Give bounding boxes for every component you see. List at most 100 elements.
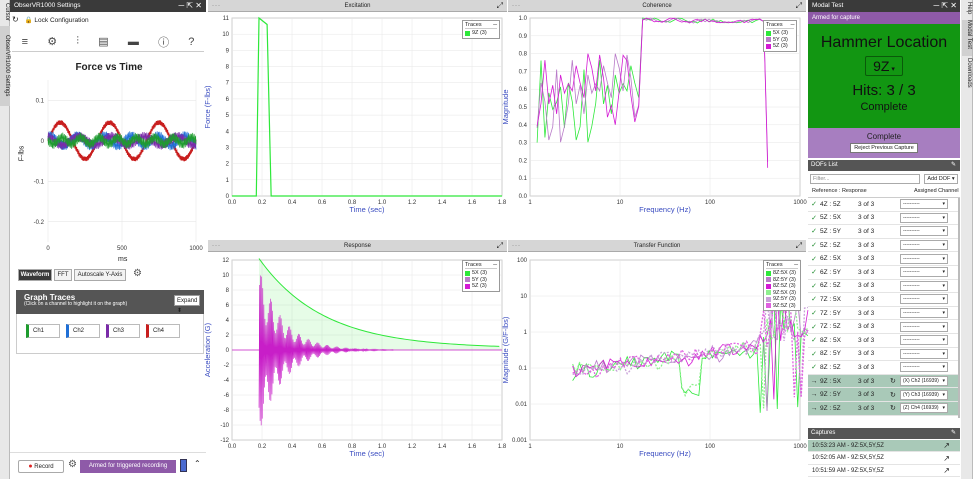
panel-menu-icon[interactable]: ··· [212, 3, 221, 9]
assigned-channel-select[interactable]: (X) Ch2 (16939) [900, 376, 948, 387]
legend-item[interactable]: 5Z (3) [465, 283, 497, 290]
legend-item[interactable]: 5Z (3) [766, 43, 794, 50]
right-tab-modal-test[interactable]: Modal Test [962, 20, 972, 56]
channel-button-ch1[interactable]: Ch1 [26, 324, 60, 338]
settings-window-controls[interactable]: ─ ⇱ ✕ [178, 1, 202, 10]
reject-capture-button[interactable]: Reject Previous Capture [850, 143, 918, 153]
assigned-channel-select[interactable]: ---------- [900, 294, 948, 305]
expand-icon[interactable]: ⤢ [496, 241, 503, 250]
dof-scrollbar[interactable] [958, 198, 960, 418]
assigned-channel-select[interactable]: (Z) Ch4 (16939) [900, 403, 948, 414]
capture-item[interactable]: 10:52:05 AM - 9Z:5X,5Y,5Z ↗ [808, 453, 960, 465]
legend-item[interactable]: 9Z:5Y (3) [766, 296, 798, 303]
reset-icon[interactable]: ↻ [890, 391, 896, 399]
assigned-channel-select[interactable]: ---------- [900, 240, 948, 251]
reset-icon[interactable]: ↻ [890, 405, 896, 413]
menu-icon[interactable]: ≡ [21, 35, 29, 48]
assigned-channel-select[interactable]: ---------- [900, 253, 948, 264]
dof-row[interactable]: ✓ 7Z : 5Y 3 of 3 ---------- [808, 307, 960, 321]
edit-icon[interactable]: ✎ [950, 162, 956, 168]
dof-row[interactable]: → 9Z : 5Y 3 of 3 ↻ (Y) Ch3 (16939) [808, 388, 960, 402]
right-tab-downloads[interactable]: Downloads [966, 58, 972, 88]
help-icon[interactable]: ? [188, 35, 195, 48]
tab-fft[interactable]: FFT [54, 269, 72, 281]
capture-item[interactable]: 10:51:59 AM - 9Z:5X,5Y,5Z ↗ [808, 465, 960, 477]
legend-item[interactable]: 5Y (3) [766, 37, 794, 44]
lock-icon[interactable]: 🔒 [24, 17, 33, 24]
right-tab-help[interactable]: Help [966, 2, 972, 15]
dof-row[interactable]: ✓ 7Z : 5Z 3 of 3 ---------- [808, 320, 960, 334]
dof-row[interactable]: ✓ 8Z : 5Y 3 of 3 ---------- [808, 348, 960, 362]
add-dof-button[interactable]: Add DOF ▾ [924, 174, 958, 184]
assigned-channel-select[interactable]: ---------- [900, 308, 948, 319]
transfer-legend[interactable]: Traces ─ 8Z:5X (3) 8Z:5Y (3) 8Z:5Z (3) 9Z:5X … [763, 260, 801, 311]
expand-icon[interactable]: ⤢ [795, 241, 802, 250]
assigned-channel-select[interactable]: ---------- [900, 348, 948, 359]
open-capture-icon[interactable]: ↗ [943, 441, 950, 450]
legend-item[interactable]: 5X (3) [465, 270, 497, 277]
gear-icon[interactable]: ⚙ [47, 36, 58, 48]
response-legend[interactable]: Traces ─ 5X (3) 5Y (3) 5Z (3) [462, 260, 500, 292]
side-tab-cursor[interactable]: Cursor [4, 2, 10, 21]
edit-icon[interactable]: ✎ [950, 430, 956, 436]
assigned-channel-select[interactable]: ---------- [900, 226, 948, 237]
dof-row[interactable]: ✓ 5Z : 5Z 3 of 3 ---------- [808, 239, 960, 253]
panel-menu-icon[interactable]: ··· [212, 243, 221, 249]
tab-settings-gear-icon[interactable]: ⚙ [133, 268, 142, 279]
assigned-channel-select[interactable]: ---------- [900, 280, 948, 291]
dof-row[interactable]: → 9Z : 5Z 3 of 3 ↻ (Z) Ch4 (16939) [808, 402, 960, 416]
legend-item[interactable]: 5Y (3) [465, 277, 497, 284]
list-icon[interactable]: ▤ [98, 36, 109, 48]
dof-row[interactable]: ✓ 5Z : 5X 3 of 3 ---------- [808, 212, 960, 226]
channel-button-ch3[interactable]: Ch3 [106, 324, 140, 338]
dof-filter-input[interactable]: Filter... [810, 174, 920, 184]
legend-item[interactable]: 8Z:5Z (3) [766, 283, 798, 290]
legend-item[interactable]: 9Z:5X (3) [766, 290, 798, 297]
legend-item[interactable]: 8Z:5X (3) [766, 270, 798, 277]
open-capture-icon[interactable]: ↗ [943, 453, 950, 463]
legend-item[interactable]: 9Z (3) [465, 30, 497, 37]
channel-button-ch2[interactable]: Ch2 [66, 324, 100, 338]
legend-item[interactable]: 5X (3) [766, 30, 794, 37]
dof-row[interactable]: ✓ 8Z : 5Z 3 of 3 ---------- [808, 361, 960, 375]
dof-row[interactable]: ✓ 8Z : 5X 3 of 3 ---------- [808, 334, 960, 348]
dof-row[interactable]: ✓ 5Z : 5Y 3 of 3 ---------- [808, 225, 960, 239]
assigned-channel-select[interactable]: ---------- [900, 362, 948, 373]
legend-item[interactable]: 8Z:5Y (3) [766, 277, 798, 284]
expand-icon[interactable]: ⤢ [795, 1, 802, 10]
record-button[interactable]: ● Record [18, 460, 64, 473]
mixer-icon[interactable]: ⫶ [76, 35, 80, 47]
refresh-icon[interactable]: ↻ [12, 15, 19, 24]
info-icon[interactable]: ⓘ [158, 36, 170, 49]
autoscale-y-axis-button[interactable]: Autoscale Y-Axis [74, 269, 126, 281]
side-tab-settings[interactable]: ObserVR1000 Settings [0, 26, 10, 106]
modal-window-controls[interactable]: ─ ⇱ ✕ [933, 1, 957, 10]
folder-icon[interactable]: ▬ [127, 35, 139, 48]
dof-row[interactable]: ✓ 7Z : 5X 3 of 3 ---------- [808, 293, 960, 307]
reset-icon[interactable]: ↻ [890, 378, 896, 386]
dof-row[interactable]: ✓ 6Z : 5Y 3 of 3 ---------- [808, 266, 960, 280]
dof-row[interactable]: ✓ 6Z : 5X 3 of 3 ---------- [808, 252, 960, 266]
assigned-channel-select[interactable]: (Y) Ch3 (16939) [900, 389, 948, 400]
hammer-location-select[interactable]: 9Z ▾ [865, 56, 903, 76]
open-capture-icon[interactable]: ↗ [943, 466, 950, 475]
legend-item[interactable]: 9Z:5Z (3) [766, 303, 798, 310]
excitation-legend[interactable]: Traces ─ 9Z (3) [462, 20, 500, 39]
assigned-channel-select[interactable]: ---------- [900, 267, 948, 278]
assigned-channel-select[interactable]: ---------- [900, 321, 948, 332]
capture-item[interactable]: 10:53:23 AM - 9Z:5X,5Y,5Z ↗ [808, 440, 960, 452]
channel-button-ch4[interactable]: Ch4 [146, 324, 180, 338]
force-vs-time-chart[interactable]: 0.1 0 -0.1 -0.2 0 500 1000 [0, 0, 210, 270]
assigned-channel-select[interactable]: ---------- [900, 199, 948, 210]
tab-waveform[interactable]: Waveform [18, 269, 52, 281]
dof-row[interactable]: ✓ 4Z : 5Z 3 of 3 ---------- [808, 198, 960, 212]
chevron-up-icon[interactable]: ⌃ [194, 459, 201, 468]
expand-icon[interactable]: ⤢ [496, 1, 503, 10]
dof-row[interactable]: → 9Z : 5X 3 of 3 ↻ (X) Ch2 (16939) [808, 374, 960, 389]
dof-row[interactable]: ✓ 6Z : 5Z 3 of 3 ---------- [808, 280, 960, 294]
panel-menu-icon[interactable]: ··· [512, 243, 521, 249]
coherence-legend[interactable]: Traces ─ 5X (3) 5Y (3) 5Z (3) [763, 20, 797, 52]
expand-dropdown[interactable]: Expand ⬍ [174, 295, 200, 314]
assigned-channel-select[interactable]: ---------- [900, 335, 948, 346]
